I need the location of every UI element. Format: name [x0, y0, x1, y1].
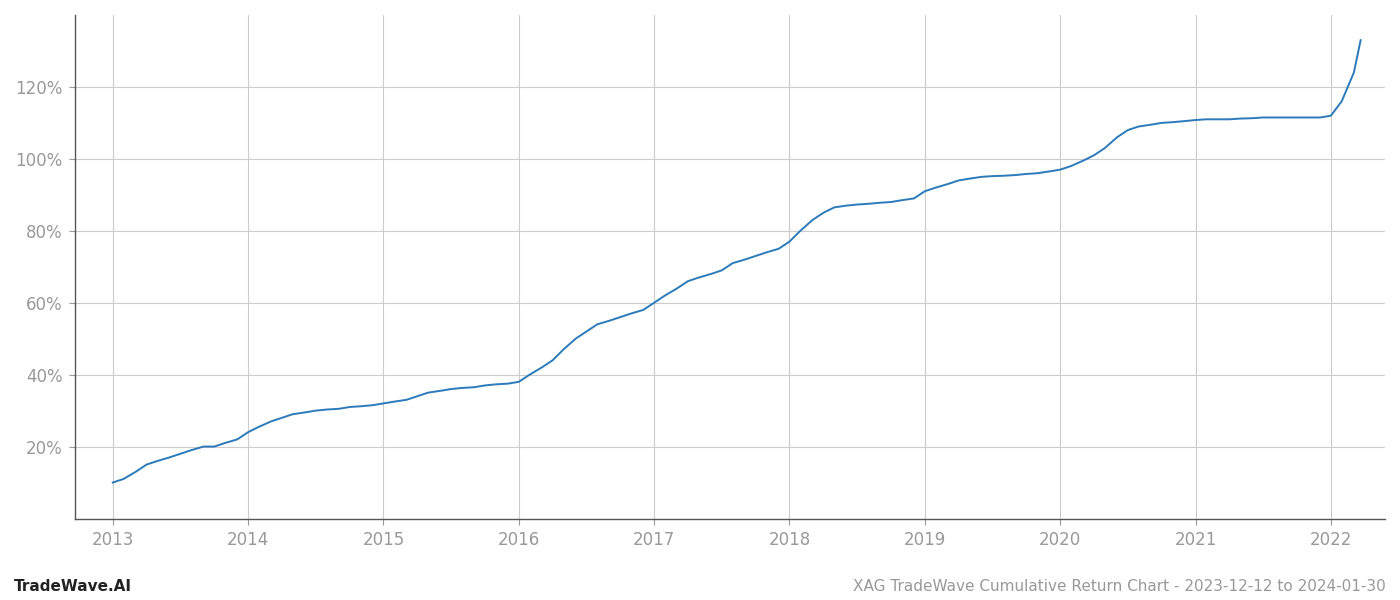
- Text: TradeWave.AI: TradeWave.AI: [14, 579, 132, 594]
- Text: XAG TradeWave Cumulative Return Chart - 2023-12-12 to 2024-01-30: XAG TradeWave Cumulative Return Chart - …: [853, 579, 1386, 594]
